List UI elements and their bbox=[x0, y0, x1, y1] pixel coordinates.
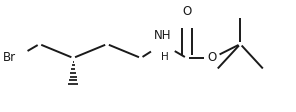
Text: Br: Br bbox=[2, 52, 15, 65]
Text: NH: NH bbox=[154, 29, 171, 42]
Text: O: O bbox=[208, 52, 217, 65]
Text: H: H bbox=[161, 52, 169, 62]
Text: O: O bbox=[182, 5, 191, 18]
